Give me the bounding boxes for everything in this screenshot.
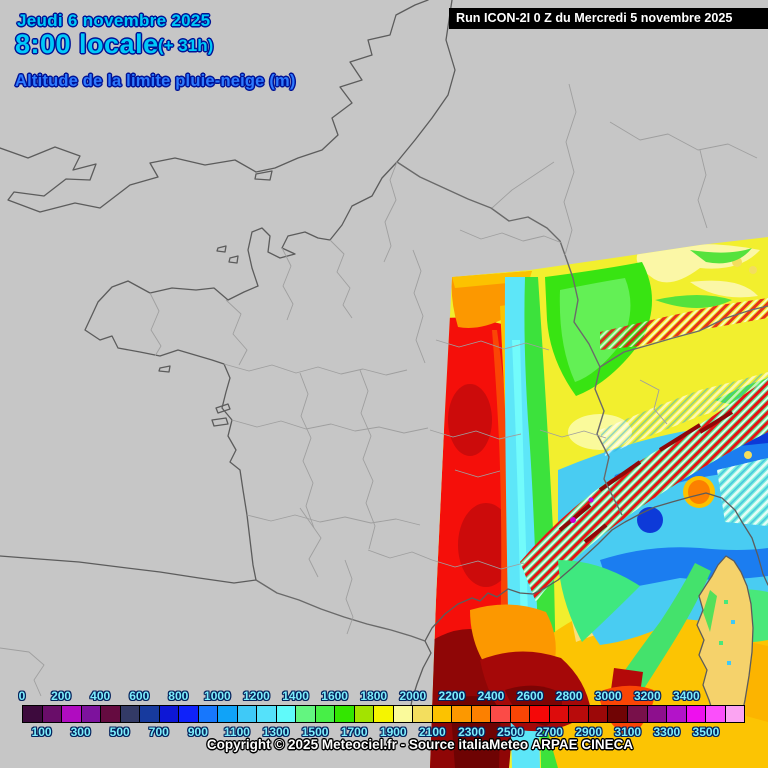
legend-tick-label: 300 [70,725,91,739]
model-field [430,237,768,768]
legend-color-cell [626,706,647,722]
legend-color-cell [217,706,237,722]
legend-tick-label: 2500 [497,725,524,739]
legend-color-cell [724,706,745,722]
legend-tick-label: 900 [187,725,208,739]
legend-color-cell [373,706,393,722]
legend-tick-label: 1300 [262,725,290,739]
legend-color-cell [705,706,725,722]
legend-color-cell [568,706,588,722]
legend-tick-label: 1800 [360,689,388,703]
legend-color-cell [646,706,667,722]
legend-tick-label: 1600 [321,689,348,703]
legend-tick-label: 1200 [243,689,270,703]
department-borders [0,83,758,697]
legend-color-cell [178,706,198,722]
copyright-label: Copyright © 2025 Meteociel.fr - Source i… [206,737,634,752]
legend-color-cell [61,706,81,722]
legend-tick-label: 3400 [673,689,700,703]
legend-tick-label: 2300 [458,725,485,739]
legend-color-cell [197,706,218,722]
run-info-label: Run ICON-2I 0 Z du Mercredi 5 novembre 2… [456,11,733,25]
legend-color-cell [587,706,608,722]
legend-color-cell [470,706,491,722]
legend-tick-label: 100 [31,725,52,739]
map-subtitle: Altitude de la limite pluie-neige (m) [15,72,296,90]
legend-tick-label: 600 [129,689,150,703]
legend-tick-label: 200 [51,689,72,703]
legend-color-cell [529,706,549,722]
legend-color-cell [275,706,296,722]
legend-tick-label: 400 [90,689,111,703]
legend-color-cell [314,706,335,722]
legend-bar [22,705,745,723]
coastlines [0,0,768,723]
legend-tick-label: 1000 [204,689,231,703]
legend-color-cell [509,706,530,722]
legend-tick-label: 3100 [614,725,642,739]
legend-color-cell [100,706,120,722]
time-label: 8:00 locale [15,29,159,59]
legend-color-cell [139,706,159,722]
legend-tick-label: 3200 [633,689,661,703]
legend-tick-label: 800 [168,689,189,703]
legend-color-cell [256,706,276,722]
legend-color-cell [451,706,471,722]
legend-tick-label: 1400 [282,689,309,703]
legend-tick-label: 1700 [340,725,368,739]
legend-tick-label: 2600 [516,689,544,703]
legend-tick-label: 1500 [301,725,329,739]
national-borders [255,161,768,642]
legend-color-cell [158,706,179,722]
legend-labels-top: 0 200 400 600 800 1000 1200 1400 1600 1800 2000 220… [0,689,768,703]
legend-color-cell [23,706,42,722]
legend-color-cell [353,706,374,722]
time-offset-label: (+ 31h) [158,36,214,55]
legend-tick-label: 500 [109,725,130,739]
legend-color-cell [548,706,569,722]
legend-tick-label: 2700 [536,725,563,739]
legend-color-cell [490,706,510,722]
legend-tick-label: 2200 [438,689,466,703]
legend-tick-label: 2800 [555,689,583,703]
legend-color-cell [666,706,686,722]
legend-color-cell [412,706,432,722]
legend-tick-label: 2000 [399,689,427,703]
run-info-bar: Run ICON-2I 0 Z du Mercredi 5 novembre 2… [449,8,768,29]
legend-tick-label: 2100 [418,725,446,739]
legend-color-cell [41,706,62,722]
legend-tick-label: 3300 [653,725,681,739]
legend-color-cell [607,706,627,722]
legend-tick-label: 1900 [379,725,407,739]
legend-tick-label: 1100 [223,725,250,739]
legend-tick-label: 3000 [594,689,622,703]
date-label: Jeudi 6 novembre 2025 [17,11,211,30]
legend-color-cell [236,706,257,722]
legend-tick-label: 3500 [692,725,720,739]
legend-color-cell [119,706,140,722]
legend-color-cell [334,706,354,722]
legend-tick-label: 2900 [575,725,603,739]
legend-labels-bottom: 100 300 500 700 900 1100 1300 1500 1700 1900 2100 2… [0,725,768,739]
legend-color-cell [295,706,315,722]
legend-color-cell [80,706,101,722]
legend-tick-label: 700 [148,725,169,739]
legend-color-cell [431,706,452,722]
legend-tick-label: 0 [18,689,26,703]
legend-tick-label: 2400 [477,689,505,703]
legend-color-cell [392,706,413,722]
legend-color-cell [685,706,706,722]
